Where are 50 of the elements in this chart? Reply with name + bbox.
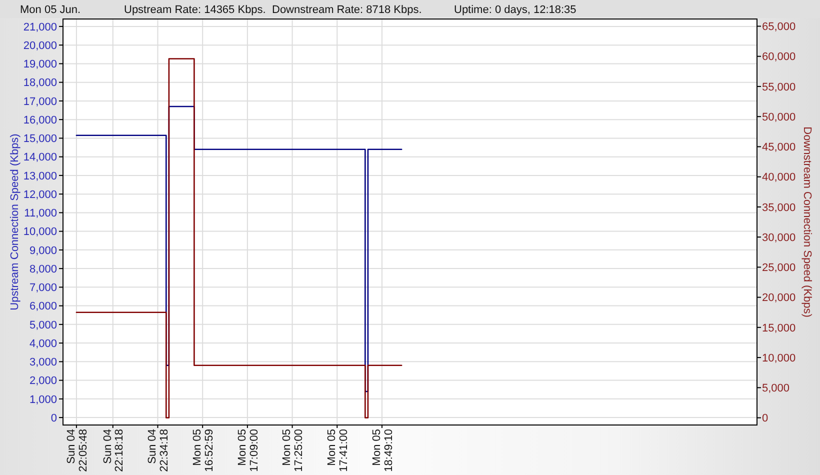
- y2-tick-label: 25,000: [762, 262, 796, 274]
- y2-tick-label: 5,000: [762, 382, 790, 395]
- x-tick-label: Sun 04 22:18:18: [102, 429, 126, 472]
- y-tick-label: 1,000: [29, 394, 57, 406]
- y2-tick-label: 40,000: [762, 172, 796, 184]
- x-tick-label: Mon 05 17:09:00: [236, 429, 260, 472]
- y-tick-label: 5,000: [29, 319, 57, 332]
- y-tick-label: 21,000: [23, 21, 57, 34]
- x-tick-label: Sun 04 22:34:18: [146, 429, 171, 472]
- y2-tick-label: 45,000: [762, 142, 796, 154]
- y-tick-label: 15,000: [23, 133, 57, 146]
- y-tick-label: 14,000: [23, 152, 57, 164]
- y-tick-label: 6,000: [29, 300, 57, 313]
- y-axis-title: Upstream Connection Speed (Kbps): [9, 134, 21, 310]
- y2-axis-title: Downstream Connection Speed (Kbps): [801, 126, 813, 318]
- y2-tick-label: 35,000: [762, 202, 796, 214]
- x-tick-label: Mon 05 16:52:59: [191, 429, 216, 472]
- y2-tick-label: 20,000: [762, 292, 796, 304]
- y2-tick-label: 0: [762, 412, 768, 425]
- y2-tick-label: 65,000: [762, 21, 796, 34]
- y-tick-label: 20,000: [23, 40, 57, 52]
- x-tick-label: Mon 05 18:49:10: [370, 429, 395, 472]
- y-tick-label: 17,000: [23, 96, 57, 108]
- y-tick-label: 3,000: [29, 356, 57, 369]
- y-tick-label: 13,000: [23, 170, 57, 182]
- y2-tick-label: 30,000: [762, 232, 796, 244]
- y-tick-label: 11,000: [24, 208, 57, 220]
- x-tick-label: Mon 05 17:41:00: [326, 429, 350, 472]
- y-tick-label: 0: [50, 412, 57, 424]
- y-tick-label: 4,000: [29, 338, 57, 350]
- y-tick-label: 12,000: [23, 188, 57, 201]
- text: Downstream Rate: 8718 Kbps.: [272, 4, 422, 16]
- y-tick-label: 19,000: [23, 58, 57, 71]
- y2-tick-label: 60,000: [762, 51, 796, 64]
- y-tick-label: 9,000: [29, 244, 57, 257]
- y-tick-label: 18,000: [23, 77, 57, 90]
- y-tick-label: 16,000: [23, 114, 57, 126]
- y-tick-label: 7,000: [29, 282, 57, 294]
- text: Upstream Rate: 14365 Kbps.: [124, 4, 266, 16]
- x-tick-label: Sun 04 22:05:48: [65, 429, 90, 472]
- y2-tick-label: 10,000: [762, 352, 796, 364]
- y-tick-label: 8,000: [29, 263, 57, 276]
- x-tick-label: Mon 05 17:25:00: [281, 429, 306, 472]
- y2-tick-label: 50,000: [762, 111, 796, 124]
- y2-tick-label: 15,000: [762, 322, 796, 334]
- text: Uptime: 0 days, 12:18:35: [454, 4, 576, 16]
- y-tick-label: 10,000: [23, 226, 57, 238]
- y2-tick-label: 55,000: [762, 81, 796, 94]
- y-tick-label: 2,000: [29, 375, 57, 388]
- chart-title: Mon 05 Jun.: [20, 4, 81, 16]
